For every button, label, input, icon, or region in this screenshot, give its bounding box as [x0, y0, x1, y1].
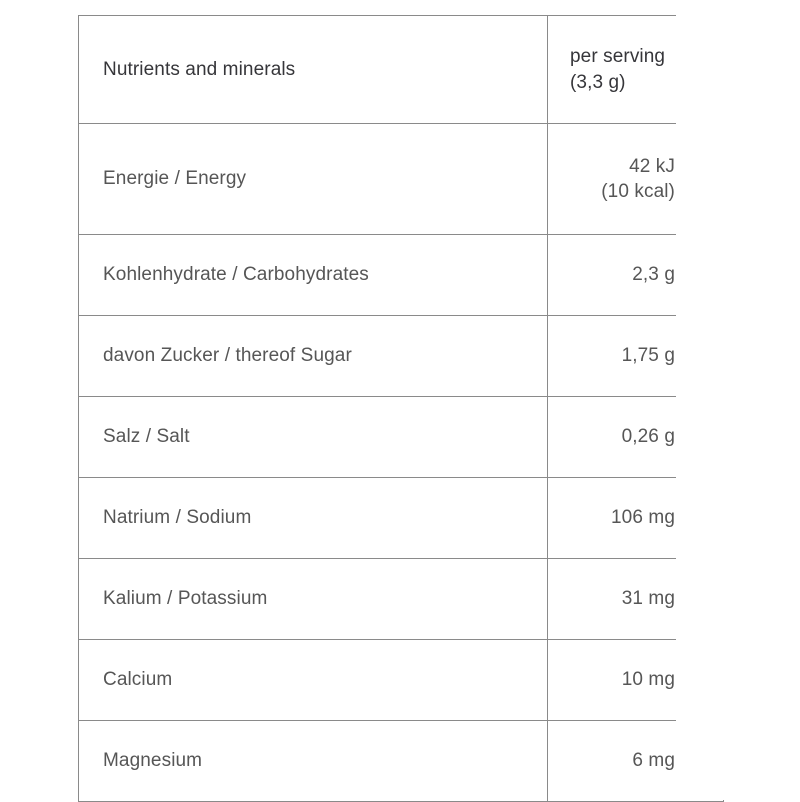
table-body: Energie / Energy 42 kJ (10 kcal) Kohlenhydr… — [78, 123, 724, 802]
nutrient-value-primary: 42 kJ — [629, 155, 675, 177]
nutrient-label: Energie / Energy — [78, 123, 548, 235]
table-row: davon Zucker / thereof Sugar 1,75 g — [78, 315, 724, 397]
nutrient-label: Salz / Salt — [78, 396, 548, 478]
column-header-per-serving: per serving (3,3 g) — [547, 15, 724, 124]
nutrient-label: Kohlenhydrate / Carbohydrates — [78, 234, 548, 316]
nutrient-value-primary: 10 mg — [621, 669, 675, 691]
nutrient-value-primary: 31 mg — [621, 588, 675, 610]
nutrient-value-primary: 2,3 g — [632, 264, 675, 286]
column-header-per-serving-line1: per serving — [570, 46, 666, 68]
nutrient-value: 31 mg — [547, 558, 724, 640]
table-row: Kalium / Potassium 31 mg — [78, 558, 724, 640]
nutrient-value-primary: 106 mg — [611, 507, 675, 529]
table-row: Kohlenhydrate / Carbohydrates 2,3 g — [78, 234, 724, 316]
table-row: Energie / Energy 42 kJ (10 kcal) — [78, 123, 724, 235]
nutrient-value-primary: 1,75 g — [621, 345, 675, 367]
nutrient-label: Natrium / Sodium — [78, 477, 548, 559]
table-row: Calcium 10 mg — [78, 639, 724, 721]
table-header: Nutrients and minerals per serving (3,3 … — [78, 15, 724, 124]
nutrient-label: davon Zucker / thereof Sugar — [78, 315, 548, 397]
nutrient-value: 0,26 g — [547, 396, 724, 478]
table-row: Magnesium 6 mg — [78, 720, 724, 802]
nutrient-label: Calcium — [78, 639, 548, 721]
nutrient-value: 2,3 g — [547, 234, 724, 316]
column-header-nutrients: Nutrients and minerals — [78, 15, 548, 124]
nutrient-value-secondary: (10 kcal) — [601, 181, 675, 202]
nutrient-value: 106 mg — [547, 477, 724, 559]
nutrient-value: 6 mg — [547, 720, 724, 802]
nutrient-value: 42 kJ (10 kcal) — [547, 123, 724, 235]
table-row: Natrium / Sodium 106 mg — [78, 477, 724, 559]
nutrition-facts-table: Nutrients and minerals per serving (3,3 … — [78, 15, 724, 802]
nutrient-value-primary: 6 mg — [632, 750, 675, 772]
nutrient-value: 1,75 g — [547, 315, 724, 397]
nutrient-label: Magnesium — [78, 720, 548, 802]
column-header-serving-size: (3,3 g) — [570, 71, 626, 93]
table-header-row: Nutrients and minerals per serving (3,3 … — [78, 15, 724, 124]
nutrient-value-primary: 0,26 g — [621, 426, 675, 448]
nutrient-label: Kalium / Potassium — [78, 558, 548, 640]
table-row: Salz / Salt 0,26 g — [78, 396, 724, 478]
nutrient-value: 10 mg — [547, 639, 724, 721]
